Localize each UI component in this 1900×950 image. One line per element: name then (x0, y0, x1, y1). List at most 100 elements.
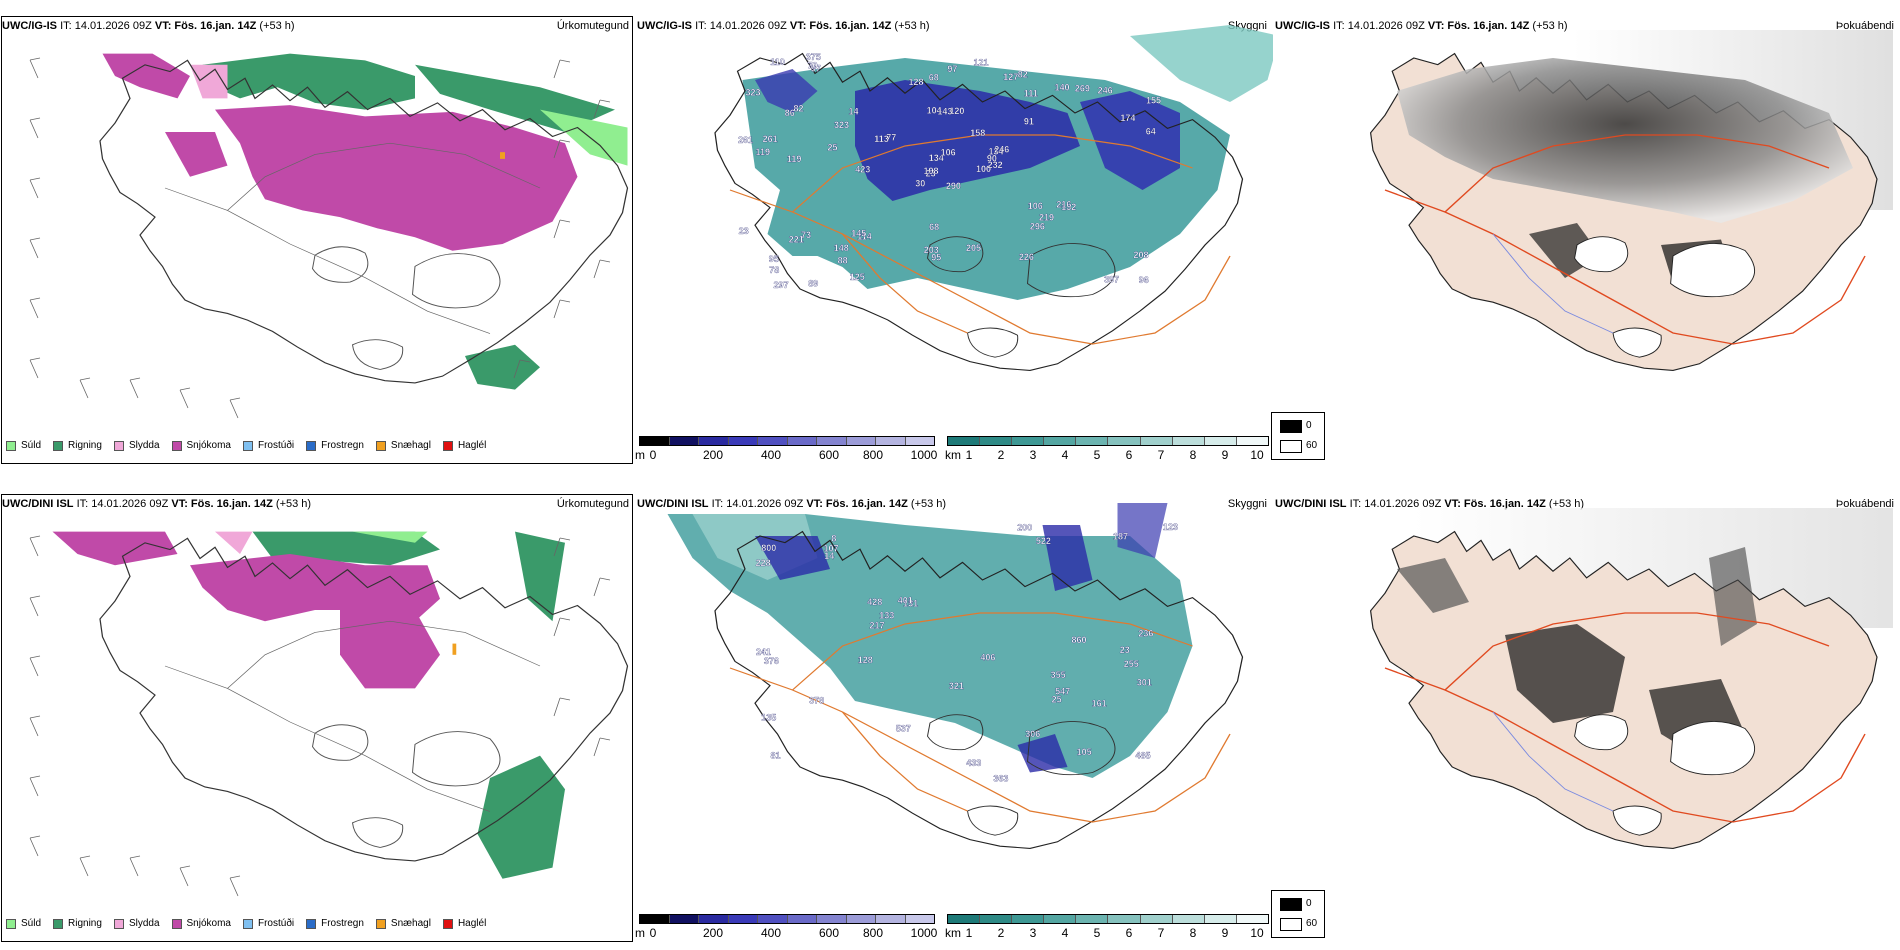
cloud-base-label: 406 (980, 653, 995, 663)
roads (841, 233, 968, 334)
colorbar-labels: 0 200 400 600 800 1000 (649, 448, 938, 462)
cloud-base-label: 25 (828, 143, 838, 153)
panel-header: UWC/DINI ISL IT: 14.01.2026 09Z VT: Fös.… (1275, 498, 1585, 510)
roads (729, 189, 1231, 345)
cloud-base-label: 301 (1137, 678, 1152, 688)
cloud-base-label: 261 (763, 134, 778, 144)
map-frame (1, 16, 633, 464)
cloud-base-label: 104 (927, 106, 942, 116)
cloud-base-label: 269 (1075, 83, 1090, 93)
cloud-base-label: 121 (974, 58, 989, 68)
cloud-base-label: 106 (941, 147, 956, 157)
legend-item: Slydda (113, 918, 160, 929)
fog-panel-bottom: UWC/DINI ISL IT: 14.01.2026 09Z VT: Fös.… (1273, 478, 1900, 948)
low-cloud-area (1117, 503, 1168, 558)
cloud-base-label: 14 (824, 551, 834, 561)
roads (1384, 189, 1866, 345)
cloud-map: 355 255 81 8 131 105 135 522 428 363 228 241 800 485 5… (667, 503, 1244, 850)
wind-barbs (29, 57, 611, 419)
cloud-base-label: 143 (937, 106, 952, 116)
cloud-base-label: 95 (931, 253, 941, 263)
low-cloud-area (1042, 525, 1093, 591)
cloud-base-label: 105 (1077, 747, 1092, 757)
legend-swatch (113, 918, 124, 929)
cloud-base-label: 114 (857, 232, 872, 242)
cloud-panel-bottom: UWC/DINI ISL IT: 14.01.2026 09Z VT: Fös.… (635, 478, 1273, 948)
glacier-outline (1573, 236, 1629, 273)
glacier-outline (966, 805, 1019, 836)
colorbar-visibility (947, 914, 1269, 924)
wind-barbs (29, 535, 611, 897)
cloud-base-label: 81 (771, 750, 781, 760)
roads (164, 665, 491, 812)
cloud-base-label: 428 (867, 597, 882, 607)
cloud-base-label: 107 (824, 544, 839, 554)
cloud-panel-top: UWC/IG-IS IT: 14.01.2026 09Z VT: Fös. 16… (635, 0, 1273, 470)
cloud-base-label: 86 (785, 108, 795, 118)
legend-item: Rigning (53, 918, 102, 929)
legend-item: Haglél (442, 440, 486, 451)
colorbar-unit: m (635, 926, 645, 940)
cloud-base-label: 111 (1024, 88, 1038, 98)
legend-swatch-light (1280, 918, 1302, 931)
cloud-base-label: 89 (808, 279, 818, 289)
legend-swatch-light (1280, 440, 1302, 453)
cloud-base-label: 323 (746, 88, 761, 98)
ceiling-area (1130, 25, 1273, 103)
cloud-base-label: 355 (1051, 670, 1066, 680)
cloud-base-label: 134 (929, 153, 944, 163)
colorbar-labels: 1 2 3 4 5 6 7 8 9 10 (965, 926, 1264, 940)
cloud-base-label: 397 (1104, 275, 1119, 285)
cloud-labels-top: 290 86 23 95 134 114 82 120 111 100 97 96 119 155 30 91… (738, 52, 1161, 290)
legend-item: Slydda (113, 440, 160, 451)
cloud-base-label: 128 (909, 77, 924, 87)
precip-legend: Súld Rigning Slydda Snjókoma Frostúði Fr… (6, 918, 498, 929)
cloud-base-label: 8 (831, 534, 836, 544)
cloud-base-label: 290 (946, 181, 961, 191)
legend-swatch (171, 440, 182, 451)
cloud-base-label: 110 (770, 57, 785, 67)
cloud-base-label: 120 (949, 106, 964, 116)
legend-swatch (6, 918, 16, 929)
fog-map (1369, 508, 1893, 850)
panel-header: UWC/DINI ISL IT: 14.01.2026 09Z VT: Fös.… (637, 498, 947, 510)
panel-header: UWC/IG-IS IT: 14.01.2026 09Z VT: Fös. 16… (2, 20, 295, 32)
cloud-base-label: 140 (1055, 82, 1070, 92)
low-cloud-area (755, 69, 818, 113)
cloud-base-label: 30 (915, 179, 925, 189)
panel-title: Þokuábendi (1835, 498, 1894, 510)
fog-legend: 0 60 (1271, 412, 1325, 460)
legend-item: Frostregn (306, 918, 364, 929)
colorbar-unit: m (635, 448, 645, 462)
legend-item: Frostregn (306, 440, 364, 451)
legend-swatch (6, 440, 16, 451)
cloud-base-label: 537 (896, 723, 911, 733)
precip-map (29, 53, 629, 419)
legend-item: Rigning (53, 440, 102, 451)
cloud-base-label: 119 (756, 147, 771, 157)
cloud-base-label: 485 (1136, 751, 1151, 761)
cloud-base-label: 187 (1113, 531, 1128, 541)
precip-legend: Súld Rigning Slydda Snjókoma Frostúði Fr… (6, 440, 498, 451)
cloud-base-label: 125 (850, 272, 865, 282)
cloud-base-label: 77 (886, 133, 896, 143)
legend-swatch (442, 918, 453, 929)
fog-legend: 0 60 (1271, 890, 1325, 938)
roads (164, 187, 491, 334)
cloud-base-label: 378 (809, 695, 824, 705)
cloud-base-label: 119 (787, 154, 802, 164)
cloud-base-label: 128 (858, 655, 873, 665)
fog-area (1709, 547, 1757, 646)
cloud-base-label: 205 (966, 243, 981, 253)
rivers (1492, 711, 1614, 812)
legend-item: Súld (6, 918, 41, 929)
fog-area (1397, 58, 1853, 223)
roads (729, 667, 1231, 823)
cloud-base-label: 158 (970, 128, 985, 138)
fog-area (1505, 624, 1625, 723)
snow-area (52, 531, 178, 566)
roads (1384, 667, 1866, 823)
panel-title: Þokuábendi (1835, 20, 1894, 32)
sleet-area (215, 531, 253, 554)
cloud-base-label: 296 (1030, 222, 1045, 232)
